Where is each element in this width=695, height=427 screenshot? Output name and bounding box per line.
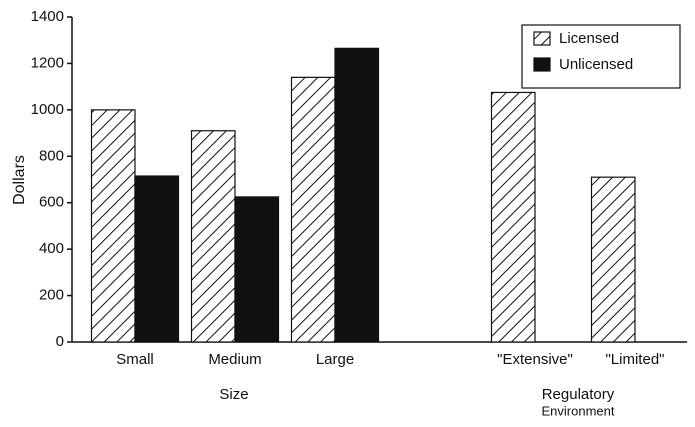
legend-swatch: [533, 31, 551, 46]
legend-label: Licensed: [559, 30, 619, 47]
x-tick-label: "Extensive": [497, 351, 573, 368]
y-tick-label: 400: [39, 240, 64, 257]
y-tick-label: 600: [39, 194, 64, 211]
bar: [590, 176, 636, 343]
y-tick-label: 1200: [31, 54, 64, 71]
y-axis-label: Dollars: [11, 155, 28, 205]
legend-label: Unlicensed: [559, 56, 633, 73]
bar: [490, 91, 536, 343]
x-tick-label: "Limited": [605, 351, 664, 368]
y-tick-label: 200: [39, 287, 64, 304]
group-label: Size: [219, 386, 248, 403]
x-tick-label: Large: [316, 351, 354, 368]
bar: [90, 109, 136, 343]
y-tick-label: 1000: [31, 101, 64, 118]
x-tick-label: Medium: [208, 351, 261, 368]
group-label: Regulatory: [542, 386, 615, 403]
bar: [134, 175, 180, 343]
y-tick-label: 800: [39, 147, 64, 164]
bar: [334, 47, 380, 343]
group-label: Environment: [542, 403, 615, 418]
bar: [190, 130, 236, 343]
bar: [290, 76, 336, 343]
legend-swatch: [533, 57, 551, 72]
x-tick-label: Small: [116, 351, 154, 368]
y-tick-label: 0: [56, 333, 64, 350]
bar: [234, 196, 280, 343]
y-tick-label: 1400: [31, 8, 64, 25]
